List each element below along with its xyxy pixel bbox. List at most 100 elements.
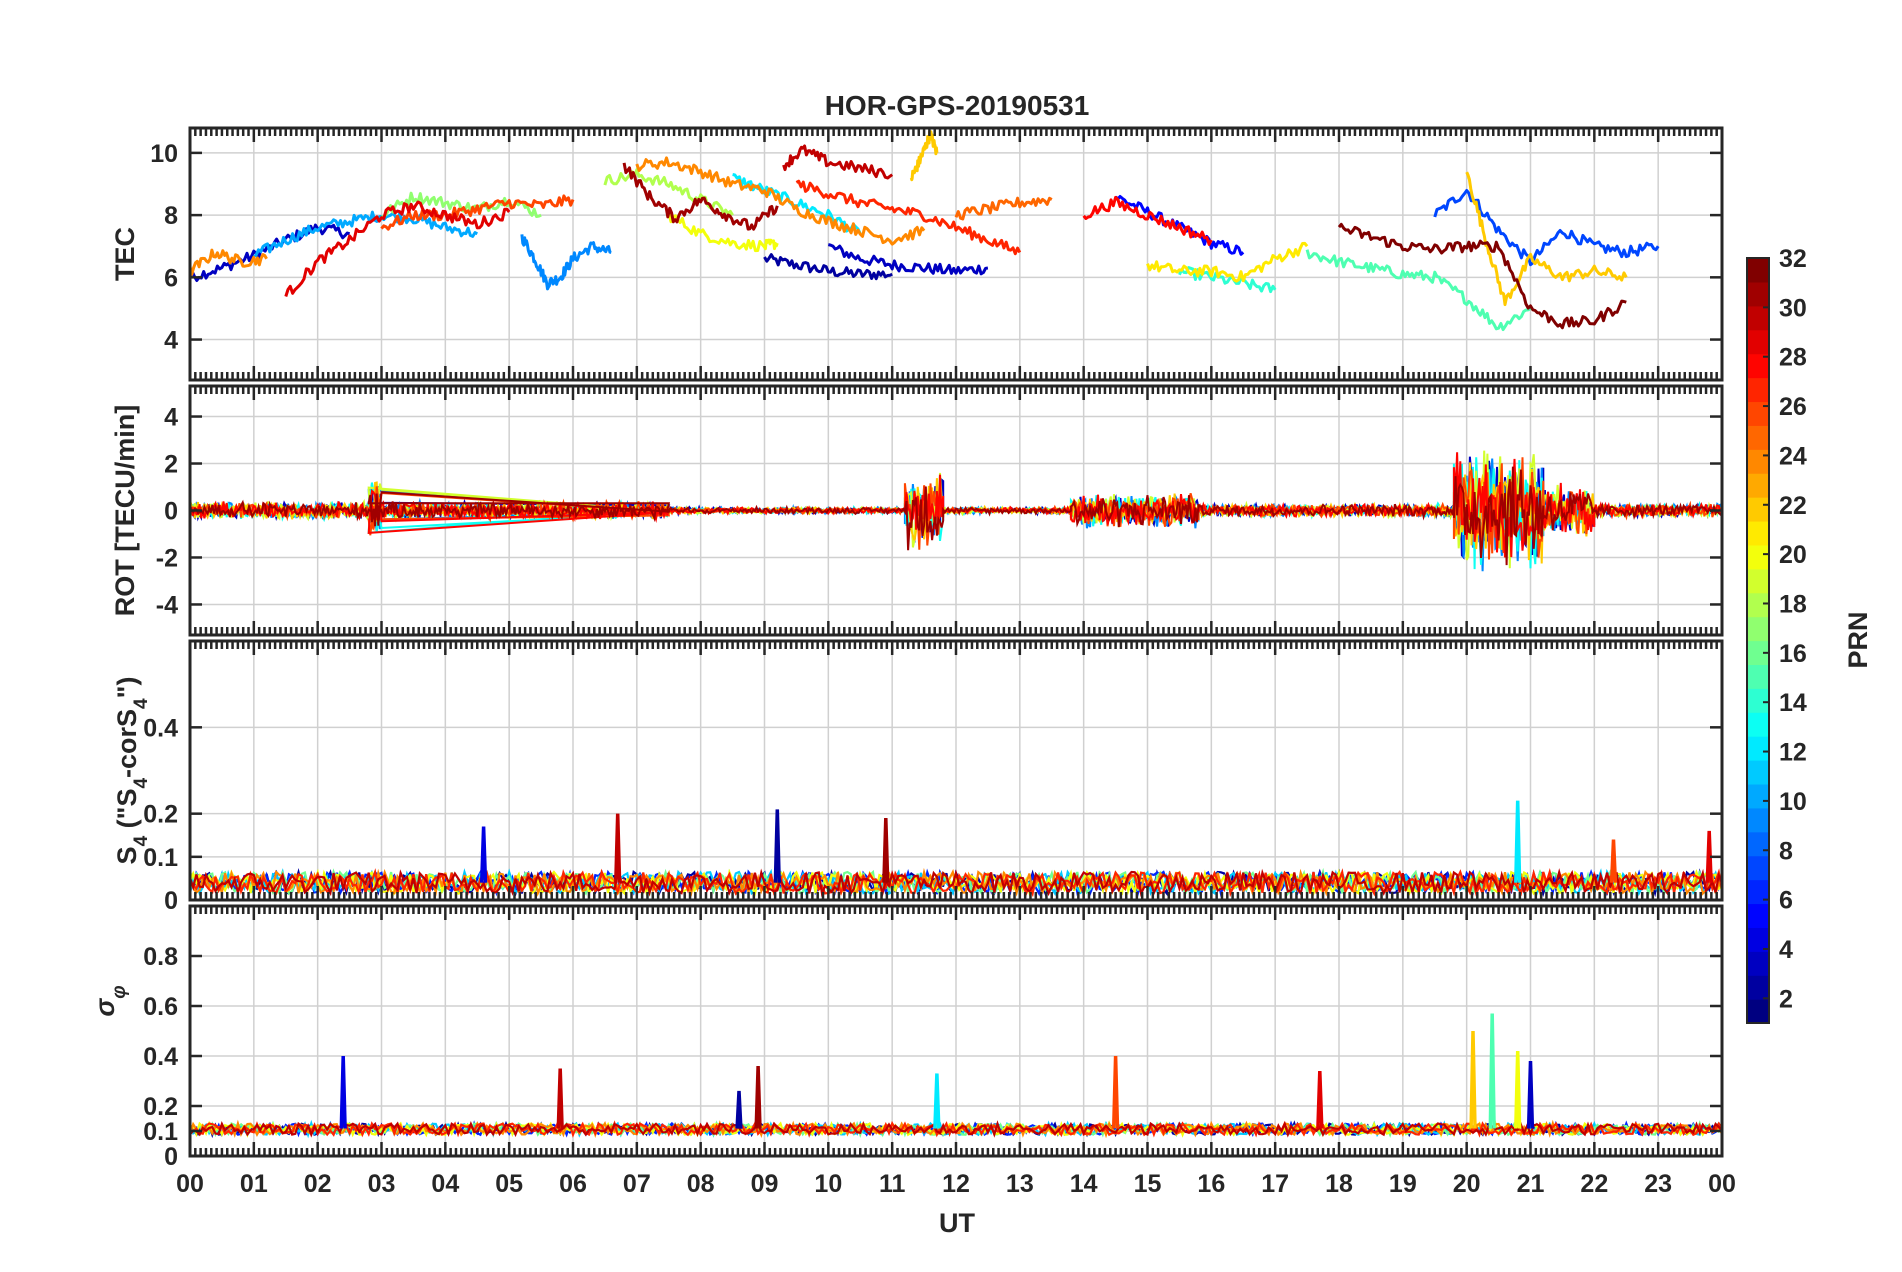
x-tick-label: 11 bbox=[879, 1170, 906, 1198]
series-line-prn-2 bbox=[763, 253, 893, 281]
spike-1 bbox=[479, 826, 488, 883]
y-tick-label: 0.1 bbox=[143, 1118, 178, 1146]
x-minor-ticks bbox=[188, 128, 1724, 380]
series-line-prn-22 bbox=[1465, 171, 1628, 307]
colorbar-bin bbox=[1747, 592, 1769, 618]
plot-area bbox=[190, 450, 1722, 572]
series-line-prn-15 bbox=[1305, 249, 1532, 332]
colorbar-bin bbox=[1747, 425, 1769, 450]
y-tick-label: 0.4 bbox=[143, 1043, 178, 1071]
y-tick-label: 0.6 bbox=[143, 993, 178, 1021]
x-tick-label: 01 bbox=[240, 1170, 268, 1198]
colorbar-bin bbox=[1747, 258, 1769, 283]
y-tick-label: 0.2 bbox=[143, 801, 178, 829]
y-axis-title-3: S4 ("S4-corS4") bbox=[112, 677, 152, 865]
spike-8 bbox=[1469, 1030, 1477, 1129]
series-line-prn-24 bbox=[635, 156, 926, 246]
y-axis-title-4: σφ bbox=[90, 985, 130, 1016]
series-line-prn-24 bbox=[190, 248, 268, 276]
x-minor-ticks bbox=[188, 386, 1724, 635]
colorbar-tick-label: 26 bbox=[1779, 393, 1807, 421]
series-line-prn-22 bbox=[909, 130, 939, 182]
series-line-prn-14 bbox=[1178, 266, 1277, 294]
x-tick-label: 04 bbox=[431, 1170, 459, 1198]
colorbar-bin bbox=[1747, 401, 1769, 426]
colorbar-tick-label: 24 bbox=[1779, 442, 1807, 470]
colorbar-tick-label: 10 bbox=[1779, 788, 1807, 816]
series-line-prn-7 bbox=[1433, 189, 1660, 267]
colorbar-bin bbox=[1747, 520, 1769, 546]
series-line-prn-32 bbox=[1337, 222, 1627, 330]
colorbar-tick-label: 30 bbox=[1779, 294, 1807, 322]
spike-6 bbox=[1609, 839, 1618, 883]
x-tick-label: 12 bbox=[942, 1170, 970, 1198]
colorbar-bin bbox=[1747, 281, 1769, 307]
series-line-prn-30 bbox=[782, 144, 894, 180]
x-tick-label: 05 bbox=[495, 1170, 523, 1198]
spike-2 bbox=[614, 813, 622, 883]
y-axis-title-1: TEC bbox=[110, 227, 140, 281]
series-line-prn-21 bbox=[1146, 241, 1309, 283]
colorbar-bin bbox=[1747, 616, 1769, 642]
series-line-prn-3 bbox=[190, 223, 351, 282]
x-tick-label: 00 bbox=[176, 1170, 204, 1198]
colorbar-tick-label: 28 bbox=[1779, 344, 1807, 372]
colorbar-bin bbox=[1747, 783, 1769, 809]
colorbar-bin bbox=[1747, 305, 1769, 331]
y-tick-label: 8 bbox=[164, 202, 178, 230]
colorbar-bin bbox=[1747, 927, 1769, 952]
colorbar-bin bbox=[1747, 688, 1769, 713]
spike-3 bbox=[735, 1090, 743, 1129]
y-tick-label: 0 bbox=[164, 498, 178, 526]
spike-10 bbox=[1514, 1050, 1522, 1129]
baseline-series-prn-30 bbox=[190, 1120, 1722, 1138]
panel-1: 4 6 8 10 TEC bbox=[110, 126, 1724, 382]
figure-title: HOR-GPS-20190531 bbox=[825, 90, 1090, 121]
series-line-prn-27 bbox=[795, 179, 1022, 256]
x-tick-label: 16 bbox=[1197, 1170, 1225, 1198]
colorbar-tick-label: 18 bbox=[1779, 590, 1807, 618]
x-tick-labels: 00 01 02 03 04 05 06 07 08 09 10 11 12 13 14 15 16 17 18 19… bbox=[176, 1170, 1736, 1198]
colorbar-bin bbox=[1747, 329, 1769, 355]
colorbar-bin bbox=[1747, 999, 1769, 1024]
colorbar-title: PRN bbox=[1843, 611, 1873, 668]
plot-area bbox=[190, 130, 1660, 332]
x-tick-label: 03 bbox=[368, 1170, 396, 1198]
x-minor-ticks bbox=[188, 641, 1724, 900]
colorbar-bin bbox=[1747, 640, 1769, 666]
series-line-prn-29 bbox=[284, 200, 511, 297]
colorbar-bin bbox=[1747, 807, 1769, 833]
x-axis-title: UT bbox=[939, 1208, 975, 1238]
panel-4: 00.10.2 0.4 0.6 0.8 σφ bbox=[90, 904, 1724, 1171]
y-tick-label: -4 bbox=[156, 591, 178, 619]
rot-series-prn-31 bbox=[190, 466, 1722, 566]
colorbar-bin bbox=[1747, 497, 1769, 522]
y-tick-label: 6 bbox=[164, 264, 178, 292]
x-tick-label: 15 bbox=[1134, 1170, 1162, 1198]
x-tick-label: 17 bbox=[1261, 1170, 1289, 1198]
colorbar-tick-label: 4 bbox=[1779, 936, 1793, 964]
y-tick-label: 0 bbox=[164, 887, 178, 915]
spike-9 bbox=[1488, 1013, 1496, 1129]
colorbar-tick-label: 32 bbox=[1779, 245, 1807, 273]
spike-7 bbox=[1705, 830, 1713, 883]
colorbar-bin bbox=[1747, 736, 1769, 761]
series-line-prn-9 bbox=[520, 234, 612, 291]
x-tick-label: 14 bbox=[1070, 1170, 1098, 1198]
spike-7 bbox=[1316, 1070, 1324, 1129]
colorbar-bin bbox=[1747, 712, 1769, 737]
spike-2 bbox=[556, 1068, 564, 1129]
spike-6 bbox=[1111, 1055, 1120, 1129]
panel-2: -4 -2 0 2 4 ROT [TECU/min] bbox=[110, 384, 1724, 637]
y-tick-label: 0.1 bbox=[143, 844, 178, 872]
colorbar-tick-label: 14 bbox=[1779, 689, 1807, 717]
x-tick-label: 00 bbox=[1708, 1170, 1736, 1198]
colorbar-bin bbox=[1747, 903, 1769, 928]
colorbar-tick-label: 12 bbox=[1779, 739, 1807, 767]
x-tick-label: 21 bbox=[1517, 1170, 1545, 1198]
x-tick-label: 10 bbox=[814, 1170, 842, 1198]
colorbar-bin bbox=[1747, 760, 1769, 785]
